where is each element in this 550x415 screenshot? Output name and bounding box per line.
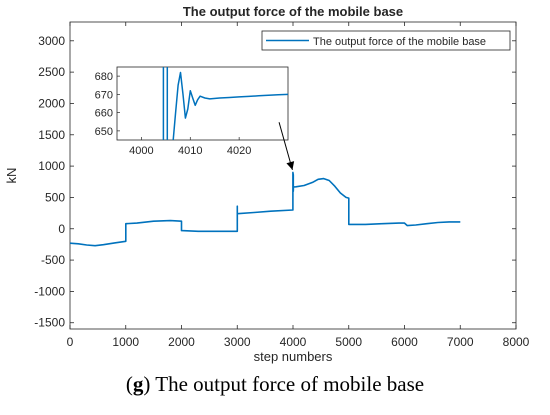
annotation-arrow-line xyxy=(278,122,293,170)
x-tick-label: 4000 xyxy=(280,335,307,349)
inset-axis-ticks: 4000 4010 4020 650 660 670 680 xyxy=(95,71,252,157)
y-tick-label: 2500 xyxy=(38,65,65,79)
inset-y-tick-label: 670 xyxy=(95,89,113,101)
y-tick-label: 3000 xyxy=(38,34,65,48)
caption-open: ( xyxy=(125,372,133,396)
x-tick-label: 2000 xyxy=(168,335,195,349)
inset-y-tick-label: 680 xyxy=(95,71,113,83)
inset-x-tick-label: 4020 xyxy=(227,145,251,157)
inset-series-line xyxy=(162,67,288,140)
inset-plot-area xyxy=(116,66,289,141)
y-tick-label: 1500 xyxy=(38,128,65,142)
main-series-group xyxy=(69,171,461,247)
inset-y-tick-label: 660 xyxy=(95,108,113,120)
x-tick-label: 8000 xyxy=(503,335,530,349)
legend-box xyxy=(261,30,511,51)
chart-title: The output force of the mobile base xyxy=(183,4,403,19)
x-tick-label: 6000 xyxy=(391,335,418,349)
annotation-arrow-head xyxy=(286,161,295,170)
x-tick-label: 7000 xyxy=(447,335,474,349)
x-tick-label: 3000 xyxy=(224,335,251,349)
legend: The output force of the mobile base xyxy=(261,30,511,51)
y-axis-label: kN xyxy=(4,168,19,184)
caption-letter: g xyxy=(132,372,144,396)
series-line xyxy=(69,171,461,247)
x-tick-label: 5000 xyxy=(335,335,362,349)
y-tick-label: 500 xyxy=(45,190,65,204)
y-tick-label: -500 xyxy=(41,253,65,267)
chart: The output force of the mobile base 0 100… xyxy=(4,4,530,364)
inset-x-tick-label: 4000 xyxy=(129,145,153,157)
legend-entry: The output force of the mobile base xyxy=(313,36,486,48)
inset-x-tick-label: 4010 xyxy=(178,145,202,157)
inset-chart: 4000 4010 4020 650 660 670 680 xyxy=(95,66,289,157)
y-tick-label: 0 xyxy=(58,222,65,236)
main-axis-ticks: 0 1000 2000 3000 4000 5000 6000 7000 8000-1500-1… xyxy=(34,22,530,349)
x-tick-label: 0 xyxy=(67,335,74,349)
inset-y-tick-label: 650 xyxy=(95,126,113,138)
figure-caption: (g) The output force of mobile base xyxy=(0,372,550,397)
caption-text: The output force of mobile base xyxy=(150,372,425,396)
y-tick-label: -1000 xyxy=(34,284,65,298)
caption-close: ) xyxy=(143,372,151,396)
y-tick-label: -1500 xyxy=(34,316,65,330)
x-tick-label: 1000 xyxy=(112,335,139,349)
annotation-arrow xyxy=(278,122,295,170)
inset-series-group xyxy=(162,67,288,140)
y-tick-label: 1000 xyxy=(38,159,65,173)
x-axis-label: step numbers xyxy=(254,349,333,364)
y-tick-label: 2000 xyxy=(38,96,65,110)
